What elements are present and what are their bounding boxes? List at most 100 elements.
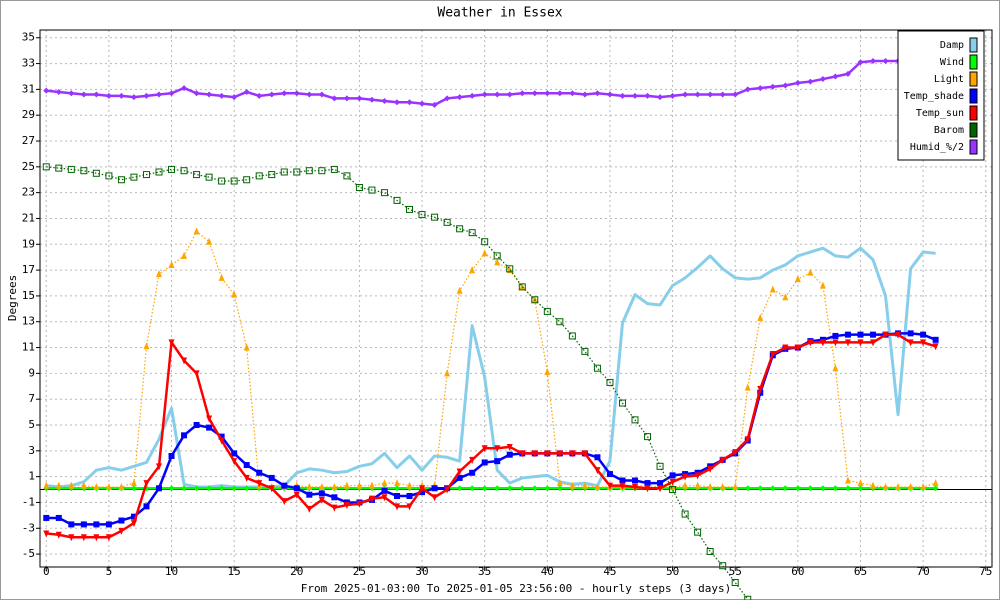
marker xyxy=(531,450,538,458)
marker xyxy=(43,514,50,521)
marker xyxy=(355,183,363,191)
marker xyxy=(331,95,338,102)
marker xyxy=(456,225,464,233)
marker xyxy=(181,485,188,492)
marker xyxy=(907,330,914,337)
marker xyxy=(181,432,188,439)
marker xyxy=(594,467,601,475)
marker xyxy=(206,424,213,431)
marker xyxy=(281,90,288,97)
marker xyxy=(556,450,563,458)
marker xyxy=(569,450,576,458)
legend-swatch xyxy=(969,105,978,121)
marker xyxy=(556,318,564,326)
marker xyxy=(268,171,276,179)
marker xyxy=(231,94,238,101)
marker xyxy=(782,82,789,89)
marker xyxy=(794,344,801,352)
marker xyxy=(581,347,589,355)
marker xyxy=(506,451,513,458)
marker xyxy=(669,92,676,99)
marker xyxy=(494,458,501,465)
marker xyxy=(418,211,426,219)
marker xyxy=(343,502,350,510)
marker xyxy=(870,57,876,64)
marker xyxy=(732,449,739,457)
legend-swatch xyxy=(969,139,978,155)
marker xyxy=(568,332,576,340)
marker xyxy=(193,422,200,429)
marker xyxy=(394,485,400,492)
marker xyxy=(456,485,463,492)
marker xyxy=(444,369,451,377)
marker xyxy=(444,486,451,494)
marker xyxy=(519,282,526,290)
marker xyxy=(857,331,864,338)
marker xyxy=(456,286,463,294)
marker xyxy=(719,91,726,98)
marker xyxy=(731,578,739,586)
marker xyxy=(594,90,601,97)
marker xyxy=(844,485,851,492)
marker xyxy=(68,90,75,97)
marker xyxy=(381,487,388,494)
marker xyxy=(782,293,789,301)
marker xyxy=(306,91,313,98)
y-tick-label: -5 xyxy=(22,547,35,560)
marker xyxy=(93,534,100,542)
x-tick-label: 50 xyxy=(666,565,679,578)
marker xyxy=(406,503,413,511)
marker xyxy=(907,339,914,347)
marker xyxy=(644,485,651,493)
marker xyxy=(181,251,188,259)
x-tick-label: 65 xyxy=(854,565,867,578)
y-tick-label: 17 xyxy=(22,263,35,276)
marker xyxy=(118,517,125,524)
marker xyxy=(93,482,100,490)
marker xyxy=(193,90,200,97)
marker xyxy=(469,485,476,492)
marker xyxy=(807,268,814,276)
marker xyxy=(581,450,588,458)
marker xyxy=(168,452,175,459)
marker xyxy=(757,313,764,321)
marker xyxy=(744,485,751,492)
x-tick-label: 75 xyxy=(979,565,992,578)
y-tick-label: 31 xyxy=(22,82,35,95)
marker xyxy=(757,385,764,393)
marker xyxy=(932,485,939,492)
marker xyxy=(744,595,752,600)
marker xyxy=(932,479,939,487)
marker xyxy=(256,469,263,476)
marker xyxy=(682,481,689,489)
marker xyxy=(243,88,250,95)
marker xyxy=(231,458,238,466)
marker xyxy=(544,90,551,97)
marker xyxy=(494,485,501,492)
legend-swatch xyxy=(969,88,978,104)
marker xyxy=(544,368,551,376)
marker xyxy=(518,283,526,291)
marker xyxy=(431,213,439,221)
marker xyxy=(55,514,62,521)
marker xyxy=(606,471,613,478)
marker xyxy=(581,481,588,489)
legend-label: Temp_shade xyxy=(904,91,964,102)
marker xyxy=(819,281,826,289)
marker xyxy=(544,450,551,458)
marker xyxy=(243,176,251,184)
marker xyxy=(143,503,150,510)
marker xyxy=(156,463,162,471)
y-tick-label: 35 xyxy=(22,31,35,44)
marker xyxy=(932,343,939,351)
marker xyxy=(406,99,413,106)
marker xyxy=(481,249,488,257)
legend-swatch xyxy=(969,37,978,53)
legend-label: Barom xyxy=(934,125,964,136)
marker xyxy=(268,474,275,481)
series-line xyxy=(46,230,936,488)
grid xyxy=(40,30,992,567)
marker xyxy=(156,91,162,98)
marker xyxy=(544,485,551,492)
